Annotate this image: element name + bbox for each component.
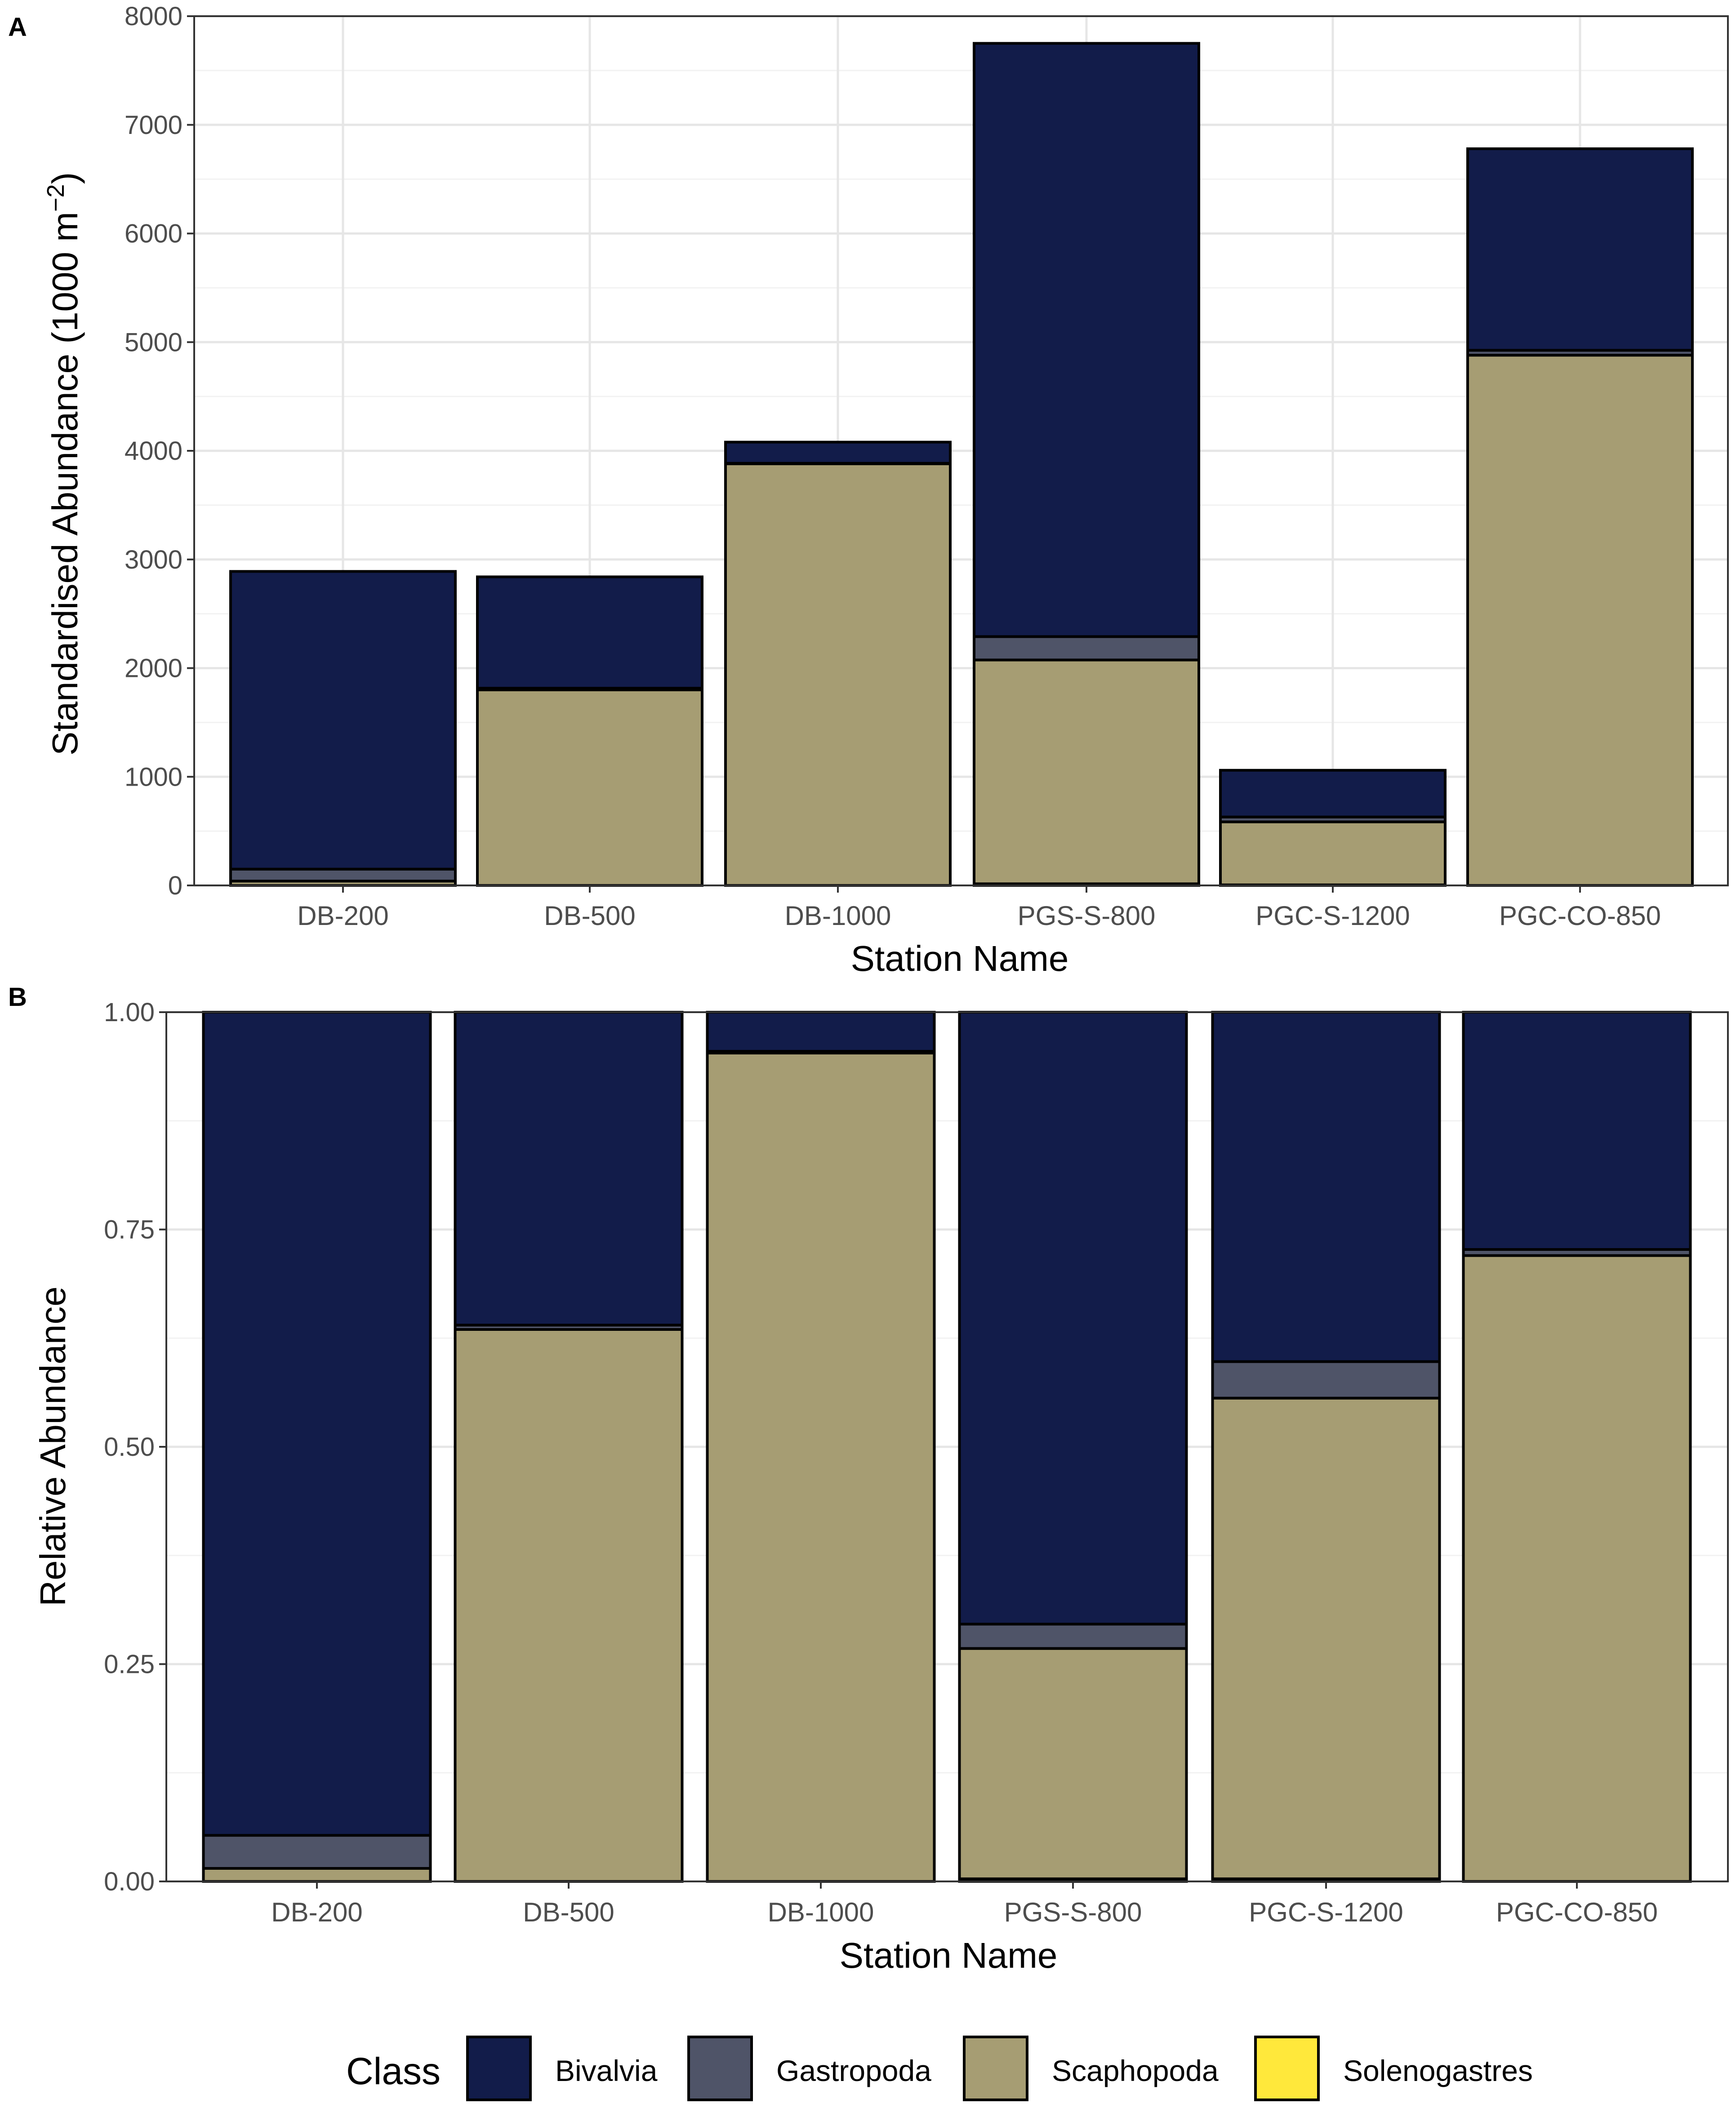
bar-scaphopoda-pgs-s-800 xyxy=(958,1647,1188,1881)
y-tick-label: 0.75 xyxy=(104,1215,155,1245)
x-tick-label: DB-200 xyxy=(271,1897,362,1927)
y-tick-label: 0 xyxy=(168,871,183,900)
bar-gastropoda-pgs-s-800 xyxy=(973,635,1200,662)
bar-scaphopoda-db-500 xyxy=(476,688,703,887)
bar-scaphopoda-pgc-s-1200 xyxy=(1219,820,1447,886)
legend-key-bivalvia xyxy=(466,2036,532,2101)
panel-a-y-axis-title-main: Standardised Abundance (1000 m xyxy=(45,212,85,756)
y-tick-label: 0.00 xyxy=(104,1867,155,1896)
y-tick-label: 5000 xyxy=(125,328,183,357)
bar-scaphopoda-pgc-co-850 xyxy=(1462,1254,1692,1883)
y-tick-label: 2000 xyxy=(125,654,183,683)
y-tick-label: 0.25 xyxy=(104,1650,155,1679)
panel-a-y-ticks: 0 1000 2000 3000 4000 5000 6000 7000 8000 xyxy=(125,2,194,900)
bar-gastropoda-db-200 xyxy=(229,867,457,883)
panel-a-y-axis-title-superscript: −2 xyxy=(42,184,69,212)
bar-bivalvia-db-200 xyxy=(229,570,457,871)
legend-key-solenogastres xyxy=(1254,2036,1320,2101)
panel-b-bars xyxy=(202,1011,1692,1883)
legend-items: Bivalvia Gastropoda Scaphopoda Solenogastre… xyxy=(466,2036,1533,2101)
x-tick-label: PGS-S-800 xyxy=(1004,1897,1142,1927)
panel-b-y-axis-title: Relative Abundance xyxy=(33,1286,73,1606)
legend-key-gastropoda xyxy=(687,2036,753,2101)
legend-label-bivalvia: Bivalvia xyxy=(555,2054,658,2087)
y-tick-label: 1000 xyxy=(125,762,183,791)
y-tick-label: 3000 xyxy=(125,545,183,574)
bar-gastropoda-pgc-s-1200 xyxy=(1211,1360,1441,1400)
y-tick-label: 1.00 xyxy=(104,998,155,1027)
bar-bivalvia-pgc-s-1200 xyxy=(1219,769,1447,818)
bar-scaphopoda-pgc-s-1200 xyxy=(1211,1396,1441,1881)
bar-scaphopoda-db-200 xyxy=(202,1867,432,1883)
y-tick-label: 7000 xyxy=(125,111,183,140)
legend-label-scaphopoda: Scaphopoda xyxy=(1052,2054,1219,2087)
x-tick-label: DB-1000 xyxy=(768,1897,874,1927)
bar-scaphopoda-pgc-co-850 xyxy=(1466,354,1694,887)
bar-scaphopoda-db-500 xyxy=(454,1328,684,1883)
legend-label-solenogastres: Solenogastres xyxy=(1343,2054,1533,2087)
panel-a: A 0 1000 2000 3000 4000 5000 6000 7000 8000 DB-2… xyxy=(8,2,1729,978)
panel-a-tag: A xyxy=(8,13,27,42)
x-tick-label: DB-1000 xyxy=(785,901,891,931)
legend-title: Class xyxy=(346,2050,441,2092)
panel-b-x-axis-title: Station Name xyxy=(840,1935,1058,1975)
panel-b-tag: B xyxy=(8,983,27,1012)
bar-bivalvia-pgs-s-800 xyxy=(958,1011,1188,1626)
bar-bivalvia-pgc-s-1200 xyxy=(1211,1011,1441,1363)
panel-a-x-axis-title: Station Name xyxy=(851,938,1069,978)
x-tick-label: DB-500 xyxy=(544,901,635,931)
legend-label-gastropoda: Gastropoda xyxy=(776,2054,931,2087)
legend: Class Bivalvia Gastropoda Scaphopoda Soleno… xyxy=(346,2036,1533,2101)
bar-bivalvia-db-200 xyxy=(202,1011,432,1837)
x-tick-label: DB-500 xyxy=(523,1897,614,1927)
bar-scaphopoda-db-1000 xyxy=(724,462,952,887)
bar-scaphopoda-db-1000 xyxy=(706,1051,936,1883)
panel-a-y-axis-title: Standardised Abundance (1000 m−2) xyxy=(42,172,85,756)
panel-a-x-ticks: DB-200 DB-500 DB-1000 PGS-S-800 PGC-S-1200 PG… xyxy=(297,885,1661,931)
y-tick-label: 0.50 xyxy=(104,1432,155,1462)
x-tick-label: PGC-S-1200 xyxy=(1249,1897,1403,1927)
bar-bivalvia-pgc-co-850 xyxy=(1462,1011,1692,1251)
x-tick-label: PGC-S-1200 xyxy=(1255,901,1410,931)
y-tick-label: 6000 xyxy=(125,219,183,249)
panel-a-bars xyxy=(229,42,1694,887)
y-tick-label: 4000 xyxy=(125,436,183,466)
x-tick-label: PGC-CO-850 xyxy=(1496,1897,1658,1927)
bar-scaphopoda-pgs-s-800 xyxy=(973,658,1200,885)
legend-key-scaphopoda xyxy=(963,2036,1028,2101)
bar-gastropoda-pgs-s-800 xyxy=(958,1623,1188,1650)
y-tick-label: 8000 xyxy=(125,2,183,31)
bar-bivalvia-db-500 xyxy=(476,575,703,690)
bar-bivalvia-db-1000 xyxy=(706,1011,936,1053)
panel-a-y-axis-title-close: ) xyxy=(45,172,85,184)
panel-b: B 0.00 0.25 0.50 0.75 1.00 DB-200 DB-500 DB-10… xyxy=(8,983,1729,1975)
panel-b-x-ticks: DB-200 DB-500 DB-1000 PGS-S-800 PGC-S-1200 PG… xyxy=(271,1881,1658,1927)
bar-bivalvia-db-1000 xyxy=(724,440,952,465)
bar-bivalvia-pgs-s-800 xyxy=(973,42,1200,638)
x-tick-label: DB-200 xyxy=(297,901,388,931)
bar-bivalvia-pgc-co-850 xyxy=(1466,147,1694,352)
bar-gastropoda-db-200 xyxy=(202,1834,432,1870)
x-tick-label: PGS-S-800 xyxy=(1018,901,1156,931)
bar-bivalvia-db-500 xyxy=(454,1011,684,1327)
x-tick-label: PGC-CO-850 xyxy=(1499,901,1661,931)
panel-b-y-ticks: 0.00 0.25 0.50 0.75 1.00 xyxy=(104,998,166,1896)
